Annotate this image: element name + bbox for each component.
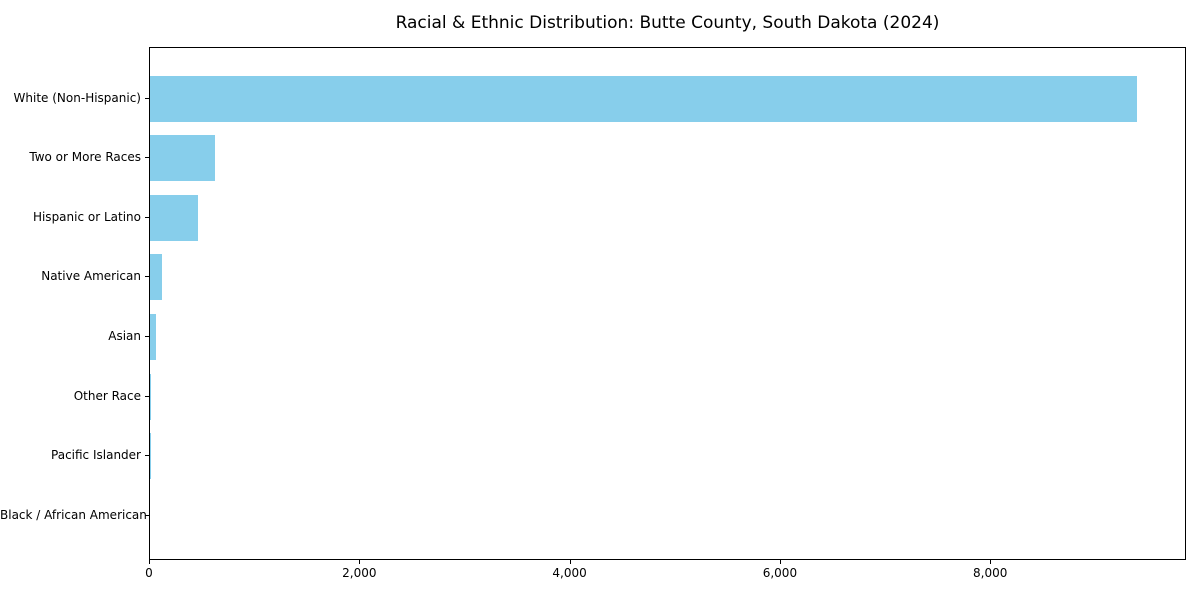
- x-tick-2000: [359, 560, 361, 564]
- chart-title: Racial & Ethnic Distribution: Butte Coun…: [395, 13, 940, 33]
- y-tick-hispanic-or-latino: [145, 216, 149, 218]
- bar-white-non-hispanic: [150, 75, 1138, 122]
- y-tick-two-or-more-races: [145, 157, 149, 159]
- y-label-hispanic-or-latino: Hispanic or Latino: [32, 209, 141, 224]
- y-tick-other-race: [145, 395, 149, 397]
- y-tick-white-non-hispanic: [145, 97, 149, 99]
- y-tick-native-american: [145, 276, 149, 278]
- y-label-pacific-islander: Pacific Islander: [51, 448, 141, 463]
- y-label-native-american: Native American: [41, 269, 141, 284]
- x-tick-label-4000: 4,000: [552, 566, 587, 580]
- y-label-black-african-american: Black / African American: [0, 507, 147, 522]
- y-tick-black-african-american: [145, 514, 149, 516]
- y-tick-asian: [145, 335, 149, 337]
- x-tick-label-6000: 6,000: [762, 566, 798, 580]
- bar-asian: [150, 313, 156, 360]
- bar-native-american: [150, 254, 163, 301]
- x-tick-label-2000: 2,000: [342, 566, 377, 580]
- bar-pacific-islander: [150, 433, 151, 480]
- x-tick-label-0: 0: [145, 566, 153, 580]
- y-label-other-race: Other Race: [73, 388, 141, 403]
- bar-hispanic-or-latino: [150, 194, 198, 241]
- y-label-asian: Asian: [108, 328, 141, 343]
- bar-other-race: [150, 373, 152, 420]
- x-tick-label-8000: 8,000: [973, 566, 1008, 580]
- y-label-two-or-more-races: Two or More Races: [29, 150, 141, 165]
- x-tick-4000: [569, 560, 571, 564]
- y-tick-pacific-islander: [145, 455, 149, 457]
- x-tick-6000: [779, 560, 781, 564]
- x-tick-8000: [990, 560, 992, 564]
- y-label-white-non-hispanic: White (Non-Hispanic): [13, 90, 141, 105]
- x-tick-0: [149, 560, 150, 564]
- bar-two-or-more-races: [150, 135, 216, 182]
- plot-area: [149, 47, 1186, 560]
